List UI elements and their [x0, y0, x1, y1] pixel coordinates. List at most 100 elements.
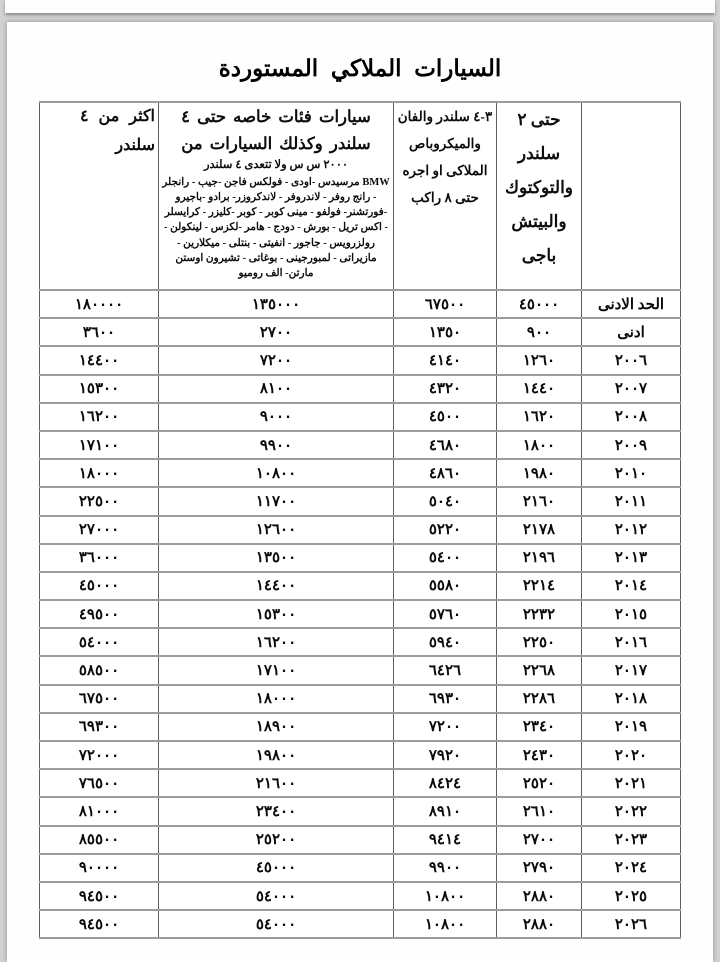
fee-cell: ٨١٠٠٠: [39, 796, 159, 827]
fee-cell: ٥٤٠٠: [393, 542, 497, 573]
fee-cell: ٤٩٥٠٠: [39, 599, 159, 630]
fee-row: ٢٠٢٥ ٢٨٨٠ ١٠٨٠٠ ٥٤٠٠٠ ٩٤٥٠٠: [39, 880, 681, 912]
fee-cell: ٢٢٦٨: [496, 655, 582, 686]
fee-cell: ٥٤٠٠٠: [158, 909, 394, 940]
row-label: ٢٠٢١: [581, 768, 681, 799]
import-fees-table: حتى ٢ سلندر والتوكتوك والبيتش باجى ٣-٤ س…: [39, 101, 681, 940]
fee-cell: ٢١٩٦: [496, 542, 582, 573]
row-label: ٢٠١٣: [581, 542, 681, 573]
fee-cell: ٨١٠٠: [158, 373, 394, 404]
fee-cell: ١٢٦٠: [496, 345, 582, 376]
fee-row: ٢٠١٨ ٢٢٨٦ ٦٩٣٠ ١٨٠٠٠ ٦٧٥٠٠: [39, 683, 681, 714]
fee-cell: ١٨٠٠٠: [158, 683, 394, 714]
fee-cell: ١٧١٠٠: [158, 655, 394, 686]
fee-cell: ٤٥٠٠٠: [496, 288, 582, 320]
row-label: ٢٠١٦: [581, 627, 681, 658]
fee-cell: ٢٢١٤: [496, 570, 582, 602]
fee-cell: ١٦٢٠٠: [158, 627, 394, 658]
fee-cell: ١٠٨٠٠: [393, 909, 497, 940]
fee-cell: ٤٣٢٠: [393, 373, 497, 404]
fee-row: ٢٠١٠ ١٩٨٠ ٤٨٦٠ ١٠٨٠٠ ١٨٠٠٠: [39, 458, 681, 489]
fee-row: ٢٠١٦ ٢٢٥٠ ٥٩٤٠ ١٦٢٠٠ ٥٤٠٠٠: [39, 627, 681, 658]
fee-cell: ١١٧٠٠: [158, 486, 394, 517]
fee-cell: ١٨٠٠٠٠: [39, 288, 159, 320]
fee-cell: ٧٢٠٠: [393, 711, 497, 743]
fee-cell: ٤٦٨٠: [393, 429, 497, 461]
document-page: السيارات الملاكي المستوردة حتى ٢ سلندر و…: [7, 22, 713, 962]
row-label: ٢٠١٥: [581, 599, 681, 630]
fee-cell: ٢٢٨٦: [496, 683, 582, 714]
fee-cell: ٨٩١٠: [393, 796, 497, 827]
fee-cell: ٦٩٣٠٠: [39, 711, 159, 743]
fee-cell: ٥٩٤٠: [393, 627, 497, 658]
fee-cell: ٥٤٠٠٠: [39, 627, 159, 658]
fee-row: ٢٠١١ ٢١٦٠ ٥٠٤٠ ١١٧٠٠ ٢٢٥٠٠: [39, 486, 681, 517]
fee-row: ٢٠١٥ ٢٢٣٢ ٥٧٦٠ ١٥٣٠٠ ٤٩٥٠٠: [39, 599, 681, 630]
row-label: ٢٠٢٢: [581, 796, 681, 827]
row-label: ٢٠٠٨: [581, 401, 681, 432]
fee-row: ادنى ٩٠٠ ١٣٥٠ ٢٧٠٠ ٣٦٠٠: [39, 317, 681, 348]
fee-cell: ٢٥٢٠٠: [158, 824, 394, 855]
fee-cell: ٢٧٠٠: [158, 317, 394, 348]
fee-cell: ٢٨٨٠: [496, 880, 582, 912]
row-label: ٢٠٢٥: [581, 880, 681, 912]
fee-cell: ١٦٢٠٠: [39, 401, 159, 432]
fee-cell: ١٢٦٠٠: [158, 514, 394, 545]
fee-cell: ١٠٨٠٠: [158, 458, 394, 489]
fee-cell: ٢٧٠٠: [496, 824, 582, 855]
fee-cell: ٩٤٥٠٠: [39, 880, 159, 912]
row-label: ٢٠٠٧: [581, 373, 681, 404]
row-label: ٢٠٢٤: [581, 852, 681, 883]
fee-cell: ١٨٠٠٠: [39, 458, 159, 489]
page-title: السيارات الملاكي المستوردة: [218, 56, 502, 81]
special-categories-subtitle: ٢٠٠٠ س س ولا تتعدى ٤ سلندر: [203, 159, 349, 172]
row-label: ٢٠٠٩: [581, 429, 681, 461]
header-up-to-2-cylinders: حتى ٢ سلندر والتوكتوك والبيتش باجى: [496, 101, 582, 291]
fee-cell: ٢٧٠٠٠: [39, 514, 159, 545]
fee-cell: ٥٧٦٠: [393, 599, 497, 630]
row-label: ٢٠١٩: [581, 711, 681, 743]
fee-row: ٢٠١٢ ٢١٧٨ ٥٢٢٠ ١٢٦٠٠ ٢٧٠٠٠: [39, 514, 681, 545]
fee-cell: ٩٠٠: [496, 317, 582, 348]
fee-cell: ٤٥٠٠٠: [158, 852, 394, 883]
fee-cell: ٦٩٣٠: [393, 683, 497, 714]
fee-cell: ٢٢٣٢: [496, 599, 582, 630]
fee-cell: ٩٩٠٠: [158, 429, 394, 461]
fee-cell: ٩٠٠٠٠: [39, 852, 159, 883]
fee-cell: ١٩٨٠٠: [158, 739, 394, 771]
fee-cell: ٥٨٥٠٠: [39, 655, 159, 686]
fees-table-body: الحد الادنى ٤٥٠٠٠ ٦٧٥٠٠ ١٣٥٠٠٠ ١٨٠٠٠٠ ادنى ٩٠٠…: [39, 288, 681, 940]
fee-cell: ١٣٥٠: [393, 317, 497, 348]
fee-cell: ٧٦٥٠٠: [39, 768, 159, 799]
fee-cell: ٢٣٤٠٠: [158, 796, 394, 827]
row-label: ٢٠٢٣: [581, 824, 681, 855]
fee-cell: ٢٨٨٠: [496, 909, 582, 940]
fee-cell: ٥٠٤٠: [393, 486, 497, 517]
fee-cell: ١٤٤٠٠: [39, 345, 159, 376]
fee-cell: ٨٤٢٤: [393, 768, 497, 799]
fee-cell: ٢١٧٨: [496, 514, 582, 545]
fee-cell: ٢١٦٠٠: [158, 768, 394, 799]
row-label: ٢٠٢٦: [581, 909, 681, 940]
fee-cell: ١٠٨٠٠: [393, 880, 497, 912]
fee-cell: ١٥٣٠٠: [158, 599, 394, 630]
header-3-4-cylinders: ٣-٤ سلندر والفان والميكروباص الملاكى او …: [393, 101, 497, 291]
header-special-categories: سيارات فئات خاصه حتى ٤ سلندر وكذلك السيا…: [158, 101, 394, 291]
fee-cell: ٩٠٠٠: [158, 401, 394, 432]
fee-cell: ٦٤٢٦: [393, 655, 497, 686]
fee-cell: ٦٧٥٠٠: [393, 288, 497, 320]
fee-cell: ٤٥٠٠: [393, 401, 497, 432]
row-label: ٢٠١٢: [581, 514, 681, 545]
fee-cell: ١٨٠٠: [496, 429, 582, 461]
fee-cell: ١٣٥٠٠٠: [158, 288, 394, 320]
fee-cell: ٤٨٦٠: [393, 458, 497, 489]
fee-row: ٢٠٢٠ ٢٤٣٠ ٧٩٢٠ ١٩٨٠٠ ٧٢٠٠٠: [39, 739, 681, 771]
fee-row: ٢٠١٣ ٢١٩٦ ٥٤٠٠ ١٣٥٠٠ ٣٦٠٠٠: [39, 542, 681, 573]
fee-cell: ٩٤٥٠٠: [39, 909, 159, 940]
fee-row: ٢٠٠٧ ١٤٤٠ ٤٣٢٠ ٨١٠٠ ١٥٣٠٠: [39, 373, 681, 404]
fee-row: ٢٠٢٤ ٢٧٩٠ ٩٩٠٠ ٤٥٠٠٠ ٩٠٠٠٠: [39, 852, 681, 883]
fee-cell: ١٧١٠٠: [39, 429, 159, 461]
fee-cell: ٨٥٥٠٠: [39, 824, 159, 855]
fee-cell: ١٤٤٠: [496, 373, 582, 404]
row-label: ادنى: [581, 317, 681, 348]
